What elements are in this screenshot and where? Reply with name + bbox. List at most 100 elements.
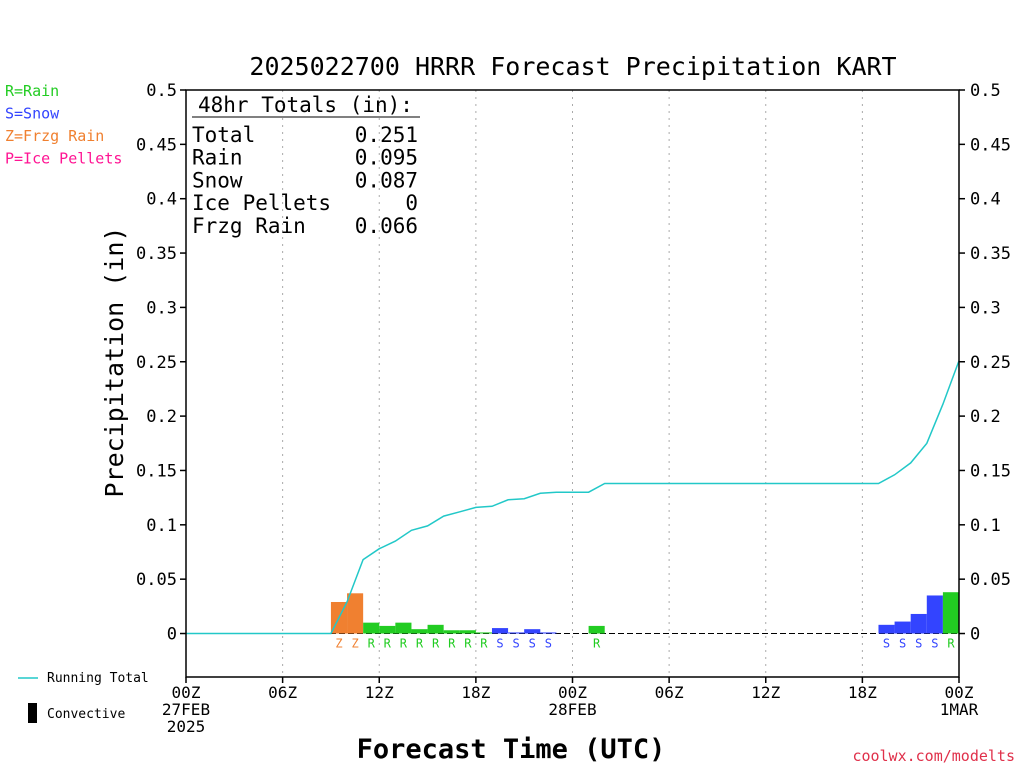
y-tick-label-right-1: 0.05	[970, 570, 1011, 590]
y-tick-label-left-0: 0	[167, 625, 177, 645]
bar-h46	[910, 613, 927, 634]
y-tick-label-left-9: 0.45	[136, 135, 177, 155]
ptype-label-h44: S	[883, 637, 890, 651]
type-legend-r: R=Rain	[5, 82, 59, 100]
y-tick-label-left-5: 0.25	[136, 353, 177, 373]
ptype-label-h48: R	[947, 637, 955, 651]
ptype-label-h23: S	[545, 637, 552, 651]
x-tick-label-48-0: 00Z	[945, 683, 974, 702]
y-tick-label-left-3: 0.15	[136, 461, 177, 481]
bar-h16	[427, 624, 444, 634]
totals-label-4: Frzg Rain	[192, 214, 306, 238]
ptype-label-h21: S	[513, 637, 520, 651]
credit-text: coolwx.com/modelts	[852, 747, 1015, 765]
x-tick-label-30-0: 06Z	[655, 683, 684, 702]
x-tick-label-12-0: 12Z	[365, 683, 394, 702]
grid-lines	[186, 90, 959, 677]
y-tick-label-left-2: 0.1	[146, 516, 177, 536]
bar-h23	[540, 632, 557, 634]
ptype-label-h20: S	[496, 637, 503, 651]
y-tick-label-right-5: 0.25	[970, 353, 1011, 373]
type-legend-p: P=Ice Pellets	[5, 150, 122, 168]
x-tick-label-24-0: 00Z	[558, 683, 587, 702]
chart-title: 2025022700 HRRR Forecast Precipitation K…	[249, 52, 896, 81]
precip-type-legend: R=Rain S=Snow Z=Frzg Rain P=Ice Pellets	[5, 82, 122, 168]
running-total-line	[186, 360, 960, 635]
bar-h11	[347, 593, 364, 634]
y-tick-label-left-8: 0.4	[146, 190, 177, 210]
ptype-label-h16: R	[432, 637, 440, 651]
totals-value-2: 0.087	[355, 168, 418, 192]
totals-label-3: Ice Pellets	[192, 191, 331, 215]
running-total-polyline	[186, 360, 960, 635]
bar-h13	[379, 625, 396, 634]
bar-h20	[491, 628, 509, 634]
bar-h18	[459, 630, 476, 634]
ptype-label-h13: R	[384, 637, 392, 651]
x-tick-label-0-2: 2025	[167, 717, 206, 736]
bar-h22	[524, 629, 541, 634]
bar-h14	[395, 622, 412, 634]
y-axis-title: Precipitation (in)	[100, 227, 129, 498]
bar-h47	[926, 595, 943, 634]
totals-value-3: 0	[405, 191, 418, 215]
y-axis-left: 0 0.05 0.1 0.15 0.2 0.25 0.3 0.35 0.4 0.45 0.5	[136, 81, 186, 645]
totals-value-0: 0.251	[355, 123, 418, 147]
ptype-label-h26: R	[593, 637, 601, 651]
y-tick-label-right-0: 0	[970, 625, 980, 645]
totals-value-1: 0.095	[355, 146, 418, 170]
x-tick-label-36-0: 12Z	[751, 683, 780, 702]
bar-h45	[894, 621, 911, 634]
totals-label-2: Snow	[192, 168, 243, 192]
y-tick-label-right-3: 0.15	[970, 461, 1011, 481]
series-legend: Running Total Convective	[18, 671, 149, 723]
running-total-legend-label: Running Total	[47, 671, 149, 686]
y-tick-label-left-6: 0.3	[146, 298, 177, 318]
type-legend-z: Z=Frzg Rain	[5, 127, 104, 145]
precip-bars	[330, 592, 959, 634]
y-tick-label-left-10: 0.5	[146, 81, 177, 101]
y-tick-label-right-2: 0.1	[970, 516, 1001, 536]
bar-h48	[942, 592, 959, 634]
x-tick-label-48-1: 1MAR	[940, 700, 979, 719]
totals-box: 48hr Totals (in): Total 0.251 Rain 0.095 Sno…	[192, 93, 420, 238]
x-tick-label-24-1: 28FEB	[548, 700, 596, 719]
y-tick-label-right-6: 0.3	[970, 298, 1001, 318]
ptype-label-h14: R	[400, 637, 408, 651]
bar-h44	[878, 624, 895, 634]
convective-legend-label: Convective	[47, 707, 125, 722]
x-axis-title: Forecast Time (UTC)	[357, 734, 666, 765]
ptype-label-h18: R	[464, 637, 472, 651]
ptype-label-h15: R	[416, 637, 424, 651]
totals-label-0: Total	[192, 123, 255, 147]
y-axis-right: 0 0.05 0.1 0.15 0.2 0.25 0.3 0.35 0.4 0.45 0.5	[959, 81, 1011, 645]
ptype-label-h10: Z	[335, 637, 342, 651]
ptype-label-h45: S	[899, 637, 906, 651]
x-tick-label-42-0: 18Z	[848, 683, 877, 702]
x-tick-label-6-0: 06Z	[268, 683, 297, 702]
bar-h21	[508, 632, 525, 634]
ptype-label-h47: S	[931, 637, 938, 651]
y-tick-label-right-4: 0.2	[970, 407, 1001, 427]
totals-label-1: Rain	[192, 146, 243, 170]
convective-legend-swatch	[28, 703, 37, 723]
totals-value-4: 0.066	[355, 214, 418, 238]
ptype-label-h46: S	[915, 637, 922, 651]
y-tick-label-left-7: 0.35	[136, 244, 177, 264]
ptype-label-h22: S	[529, 637, 536, 651]
totals-rows: Total 0.251 Rain 0.095 Snow 0.087 Ice Pellets 0…	[192, 123, 418, 238]
x-tick-label-18-0: 18Z	[461, 683, 490, 702]
y-tick-label-right-7: 0.35	[970, 244, 1011, 264]
ptype-label-h12: R	[368, 637, 376, 651]
y-tick-label-right-8: 0.4	[970, 190, 1001, 210]
x-tick-label-0-1: 27FEB	[162, 700, 210, 719]
bar-h19	[475, 632, 492, 634]
x-tick-label-0-0: 00Z	[172, 683, 201, 702]
totals-heading: 48hr Totals (in):	[198, 93, 413, 117]
y-tick-label-left-1: 0.05	[136, 570, 177, 590]
bar-h26	[588, 625, 605, 634]
type-legend-s: S=Snow	[5, 105, 60, 123]
